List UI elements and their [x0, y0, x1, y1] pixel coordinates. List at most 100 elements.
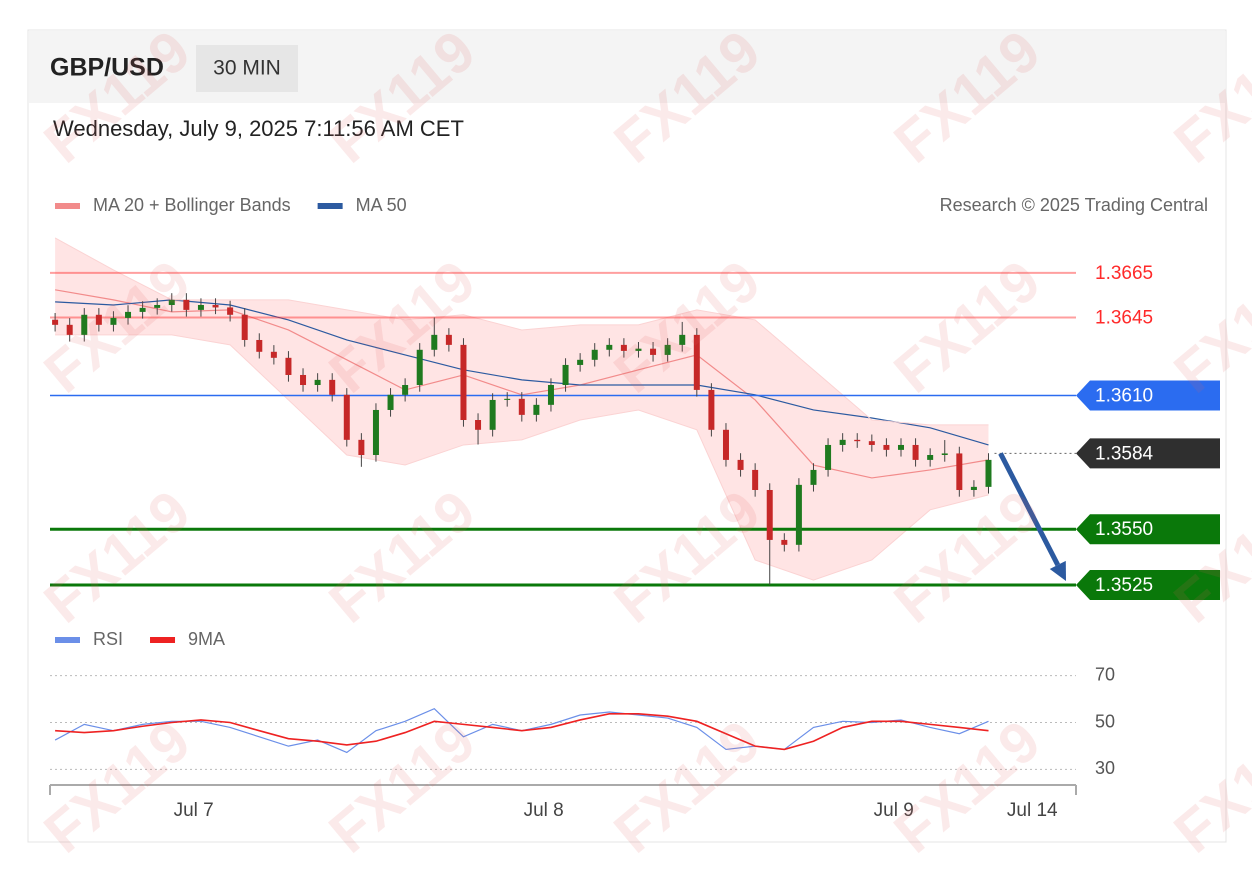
candle-body	[402, 385, 409, 395]
candle-body	[504, 398, 511, 400]
level-badge	[1076, 569, 1220, 600]
candle-body	[810, 469, 817, 485]
candle-body	[781, 539, 788, 545]
legend-swatch	[55, 203, 80, 209]
candle-body	[256, 339, 263, 352]
band-edge	[54, 237, 989, 426]
y-tick-label: 50	[1095, 711, 1115, 731]
candle-body	[270, 351, 277, 358]
candle-body	[154, 304, 161, 308]
candle-body	[489, 399, 496, 430]
candle-body	[52, 319, 59, 325]
candle-body	[591, 349, 598, 360]
candle-body	[343, 394, 350, 440]
candle-body	[883, 444, 890, 450]
legend-swatch	[55, 637, 80, 643]
candle-body	[358, 439, 365, 455]
timestamp: Wednesday, July 9, 2025 7:11:56 AM CET	[53, 116, 464, 141]
candle-body	[577, 359, 584, 365]
level-badge	[1076, 514, 1220, 545]
candle-body	[927, 454, 934, 460]
candle-body	[475, 420, 482, 430]
candle-body	[416, 349, 423, 386]
candle-body	[241, 314, 248, 340]
candle-body	[183, 299, 190, 310]
level-label: 1.3525	[1095, 575, 1153, 596]
candle-body	[197, 304, 204, 310]
candle-body	[314, 379, 321, 386]
candle-body	[460, 344, 467, 420]
candle-body	[679, 334, 686, 345]
forecast-arrow	[998, 452, 1060, 567]
card	[27, 29, 1227, 843]
x-tick-label: Jul 14	[1007, 800, 1058, 821]
level-label: 1.3645	[1095, 307, 1153, 328]
candle-body	[985, 459, 992, 487]
candle-body	[110, 317, 117, 325]
candle-body	[329, 379, 336, 395]
legend-swatch	[317, 203, 343, 209]
band-edge	[55, 334, 989, 581]
candle-body	[518, 398, 525, 415]
candle-body	[722, 429, 729, 460]
candle-body	[562, 364, 569, 386]
interval-box	[196, 45, 298, 92]
candle-body	[445, 334, 452, 345]
candle-body	[693, 334, 700, 390]
candle-body	[664, 344, 671, 355]
x-tick-label: Jul 9	[874, 800, 914, 821]
candle-body	[839, 439, 846, 445]
level-label: 1.3550	[1095, 519, 1153, 540]
credit: Research © 2025 Trading Central	[940, 195, 1208, 215]
candle-body	[81, 314, 88, 335]
ma-line	[55, 299, 989, 446]
symbol: GBP/USD	[50, 54, 164, 82]
candle-body	[431, 334, 438, 350]
level-label: 1.3665	[1095, 263, 1153, 284]
candle-body	[372, 409, 379, 455]
candle-body	[752, 469, 759, 490]
candle-body	[650, 348, 657, 355]
candle-body	[970, 486, 977, 490]
candle-body	[125, 311, 132, 318]
level-label: 1.3584	[1095, 443, 1154, 464]
candle-body	[66, 324, 73, 335]
candle-body	[737, 459, 744, 470]
legend-label: RSI	[93, 629, 123, 649]
rsi-line	[55, 713, 989, 751]
candle-body	[168, 299, 175, 305]
candle-body	[766, 489, 773, 540]
candle-body	[635, 348, 642, 351]
candle-body	[212, 304, 219, 308]
candle-body	[825, 444, 832, 470]
candle-body	[868, 441, 875, 445]
candle-body	[300, 374, 307, 386]
interval: 30 MIN	[213, 57, 281, 80]
level-badge	[1076, 438, 1220, 469]
candle-body	[897, 444, 904, 450]
candle-body	[95, 314, 102, 325]
candle-body	[708, 389, 715, 430]
candle-body	[227, 307, 234, 315]
candle-body	[387, 394, 394, 410]
candle-body	[912, 444, 919, 460]
candle-body	[854, 439, 861, 442]
legend-label: MA 50	[356, 195, 407, 215]
legend-swatch	[150, 637, 176, 643]
level-badge	[1076, 380, 1220, 411]
candle-body	[139, 307, 146, 312]
legend-label: 9MA	[188, 629, 225, 649]
candle-body	[795, 484, 802, 545]
y-tick-label: 30	[1095, 758, 1115, 778]
candle-body	[956, 453, 963, 490]
candle-body	[547, 385, 554, 405]
candle-body	[620, 344, 627, 351]
legend-label: MA 20 + Bollinger Bands	[93, 195, 291, 215]
x-tick-label: Jul 7	[174, 800, 214, 821]
y-tick-label: 70	[1095, 664, 1115, 684]
level-label: 1.3610	[1095, 385, 1153, 406]
candle-body	[533, 404, 540, 415]
x-tick-label: Jul 8	[524, 800, 564, 821]
